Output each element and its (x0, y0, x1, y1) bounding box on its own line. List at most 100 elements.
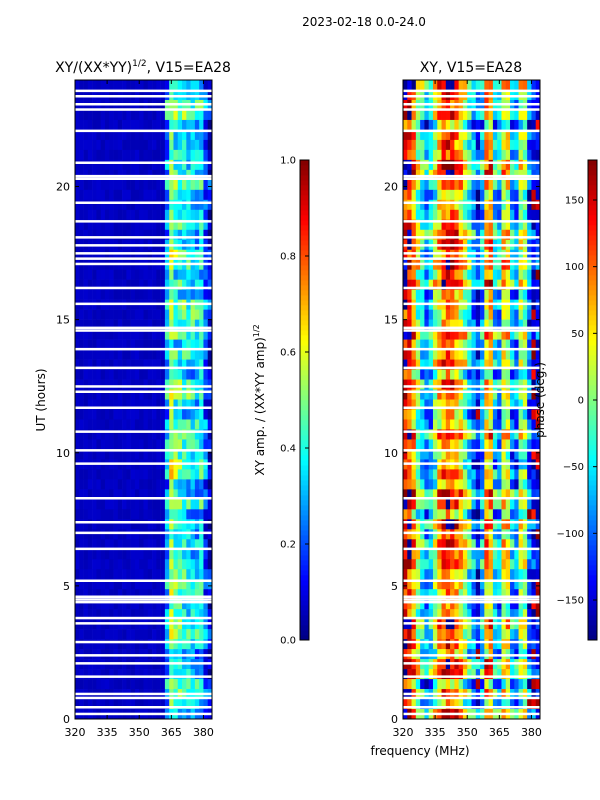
heatmap-cell (450, 429, 455, 440)
heatmap-cell (92, 109, 97, 121)
heatmap-cell (160, 519, 166, 530)
colorbar-swatch (588, 295, 597, 301)
heatmap-cell (87, 639, 93, 650)
heatmap-cell (492, 439, 498, 450)
heatmap-cell (407, 319, 412, 330)
heatmap-cell (403, 519, 408, 530)
heatmap-cell (104, 479, 110, 490)
heatmap-cell (407, 429, 412, 440)
heatmap-cell (134, 199, 140, 211)
heatmap-cell (143, 469, 149, 480)
heatmap-cell (514, 479, 519, 490)
colorbar-swatch (300, 340, 309, 346)
colorbar-swatch (588, 350, 597, 356)
heatmap-cell (182, 279, 187, 290)
heatmap-cell (92, 469, 97, 480)
heatmap-cell (117, 329, 123, 340)
heatmap-cell (403, 289, 408, 300)
colorbar-swatch (588, 160, 597, 166)
heatmap-cell (407, 159, 412, 171)
heatmap-cell (182, 639, 187, 650)
heatmap-cell (458, 679, 464, 690)
heatmap-cell (505, 409, 511, 420)
heatmap-cell (126, 569, 131, 580)
heatmap-cell (109, 679, 114, 690)
heatmap-cell (203, 449, 209, 460)
heatmap-cell (488, 679, 494, 690)
heatmap-cell (117, 209, 123, 221)
heatmap-cell (510, 499, 515, 510)
heatmap-cell (480, 489, 485, 500)
heatmap-cell (432, 449, 438, 460)
heatmap-cell (518, 469, 524, 480)
heatmap-cell (147, 279, 153, 290)
heatmap-cell (518, 229, 524, 241)
heatmap-cell (134, 599, 140, 610)
flagged-row (75, 622, 212, 625)
heatmap-cell (134, 679, 140, 690)
heatmap-cell (407, 269, 412, 280)
heatmap-cell (432, 479, 438, 490)
heatmap-cell (100, 439, 106, 450)
heatmap-cell (454, 309, 459, 320)
colorbar-swatch (588, 630, 597, 636)
heatmap-cell (445, 149, 451, 161)
heatmap-cell (134, 189, 140, 201)
heatmap-cell (160, 279, 166, 290)
heatmap-cell (134, 569, 140, 580)
heatmap-cell (462, 389, 468, 400)
heatmap-cell (432, 579, 438, 590)
heatmap-cell (514, 509, 519, 520)
heatmap-cell (87, 399, 93, 410)
heatmap-cell (514, 559, 519, 570)
heatmap-cell (535, 469, 541, 480)
heatmap-cell (505, 469, 511, 480)
heatmap-cell (203, 499, 209, 510)
heatmap-cell (441, 339, 447, 350)
heatmap-cell (450, 319, 455, 330)
heatmap-cell (420, 379, 425, 390)
heatmap-cell (458, 109, 464, 121)
flagged-row (75, 252, 212, 255)
heatmap-cell (109, 599, 114, 610)
heatmap-cell (182, 369, 187, 380)
heatmap-cell (79, 289, 84, 300)
heatmap-cell (113, 319, 119, 330)
heatmap-cell (492, 109, 498, 121)
heatmap-cell (79, 639, 84, 650)
heatmap-cell (207, 509, 213, 520)
colorbar-swatch (588, 635, 597, 641)
heatmap-cell (415, 679, 421, 690)
heatmap-cell (156, 409, 161, 420)
heatmap-cell (207, 629, 213, 640)
heatmap-cell (437, 129, 442, 141)
heatmap-cell (156, 80, 161, 91)
heatmap-cell (428, 329, 434, 340)
heatmap-cell (454, 249, 459, 261)
heatmap-cell (458, 129, 464, 141)
heatmap-cell (488, 129, 494, 141)
heatmap-cell (505, 589, 511, 600)
heatmap-cell (177, 399, 183, 410)
heatmap-cell (122, 519, 127, 530)
heatmap-cell (475, 539, 481, 550)
heatmap-cell (104, 439, 110, 450)
heatmap-cell (527, 159, 532, 171)
heatmap-cell (134, 129, 140, 141)
heatmap-cell (113, 389, 119, 400)
heatmap-cell (437, 119, 442, 131)
heatmap-cell (522, 379, 528, 390)
heatmap-cell (130, 679, 136, 690)
colorbar-swatch (588, 460, 597, 466)
heatmap-cell (480, 429, 485, 440)
heatmap-cell (467, 369, 472, 380)
heatmap-cell (75, 289, 80, 300)
heatmap-cell (403, 489, 408, 500)
heatmap-cell (484, 189, 489, 201)
heatmap-cell (134, 389, 140, 400)
heatmap-cell (190, 499, 196, 510)
heatmap-cell (126, 499, 131, 510)
heatmap-cell (492, 80, 498, 91)
heatmap-cell (100, 599, 106, 610)
heatmap-cell (96, 349, 101, 360)
